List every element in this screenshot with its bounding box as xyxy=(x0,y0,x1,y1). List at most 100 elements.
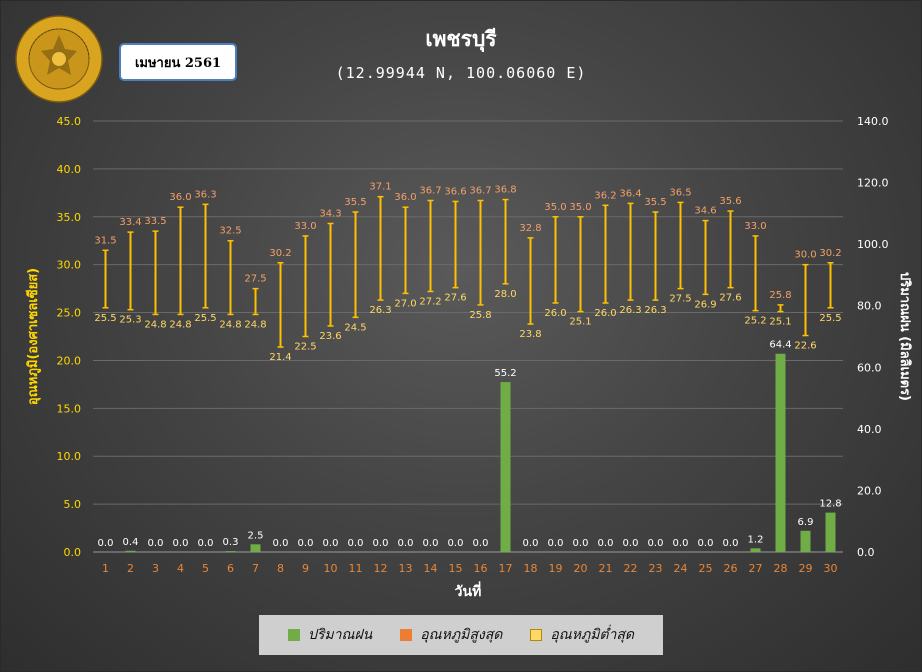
min-temp-data-label: 23.8 xyxy=(519,329,541,340)
rain-data-label: 0.0 xyxy=(373,538,389,549)
min-temp-data-label: 25.8 xyxy=(469,310,491,321)
min-temp-data-label: 26.3 xyxy=(644,305,666,316)
month-label: เมษายน 2561 xyxy=(119,43,237,81)
rain-bar xyxy=(250,544,261,552)
y-left-tick-label: 5.0 xyxy=(64,498,82,511)
min-temp-data-label: 25.1 xyxy=(569,317,591,328)
rain-data-label: 0.0 xyxy=(198,538,214,549)
y-left-tick-label: 15.0 xyxy=(57,402,82,415)
min-temp-data-label: 26.3 xyxy=(369,305,391,316)
rain-bar xyxy=(775,353,786,552)
max-temp-data-label: 36.3 xyxy=(194,189,216,200)
max-temp-data-label: 36.7 xyxy=(419,185,441,196)
max-temp-data-label: 31.5 xyxy=(94,235,116,246)
y-left-tick-label: 20.0 xyxy=(57,354,82,367)
x-tick-label: 9 xyxy=(302,562,309,575)
max-temp-data-label: 33.4 xyxy=(119,217,141,228)
x-tick-label: 11 xyxy=(349,562,363,575)
y-right-axis-title: ปริมาณฝน (มิลลิเมตร) xyxy=(897,272,912,401)
legend-label-max-temp: อุณหภูมิสูงสุด xyxy=(420,627,503,643)
x-tick-label: 13 xyxy=(399,562,413,575)
rain-data-label: 2.5 xyxy=(248,530,264,541)
y-left-tick-label: 30.0 xyxy=(57,259,82,272)
meteorological-department-logo xyxy=(15,15,103,103)
max-temp-data-label: 33.0 xyxy=(294,221,316,232)
x-tick-label: 26 xyxy=(724,562,738,575)
y-right-tick-label: 0.0 xyxy=(857,546,875,559)
y-left-tick-label: 40.0 xyxy=(57,163,82,176)
min-temp-data-label: 27.0 xyxy=(394,298,416,309)
x-tick-label: 2 xyxy=(127,562,134,575)
rain-data-label: 0.0 xyxy=(398,538,414,549)
max-temp-data-label: 36.6 xyxy=(444,186,466,197)
legend-item-rain: ปริมาณฝน xyxy=(287,624,372,646)
x-tick-label: 10 xyxy=(324,562,338,575)
rain-data-label: 0.0 xyxy=(448,538,464,549)
max-temp-data-label: 33.0 xyxy=(744,221,766,232)
max-temp-data-label: 30.0 xyxy=(794,250,816,261)
rain-data-label: 64.4 xyxy=(769,340,791,351)
x-tick-label: 8 xyxy=(277,562,284,575)
rain-data-label: 12.8 xyxy=(819,499,841,510)
rain-data-label: 0.0 xyxy=(698,538,714,549)
max-temp-data-label: 32.5 xyxy=(219,226,241,237)
min-temp-data-label: 25.2 xyxy=(744,316,766,327)
y-right-tick-label: 100.0 xyxy=(857,238,889,251)
rain-data-label: 0.0 xyxy=(723,538,739,549)
min-temp-data-label: 25.1 xyxy=(769,317,791,328)
x-tick-label: 27 xyxy=(749,562,763,575)
max-temp-data-label: 35.0 xyxy=(544,202,566,213)
rain-data-label: 1.2 xyxy=(748,534,764,545)
x-tick-label: 19 xyxy=(549,562,563,575)
min-temp-data-label: 25.5 xyxy=(194,313,216,324)
max-temp-data-label: 34.6 xyxy=(694,206,716,217)
y-left-tick-label: 0.0 xyxy=(64,546,82,559)
x-tick-label: 23 xyxy=(649,562,663,575)
max-temp-data-label: 30.2 xyxy=(819,248,841,259)
rain-data-label: 0.0 xyxy=(598,538,614,549)
min-temp-data-label: 24.8 xyxy=(169,319,191,330)
min-temp-data-label: 21.4 xyxy=(269,352,291,363)
rain-data-label: 0.0 xyxy=(473,538,489,549)
min-temp-data-label: 24.5 xyxy=(344,322,366,333)
x-tick-label: 4 xyxy=(177,562,184,575)
min-temp-data-label: 22.6 xyxy=(794,341,816,352)
rain-data-label: 0.0 xyxy=(148,538,164,549)
x-tick-label: 15 xyxy=(449,562,463,575)
y-right-tick-label: 40.0 xyxy=(857,423,882,436)
min-temp-data-label: 27.6 xyxy=(444,293,466,304)
max-temp-data-label: 36.0 xyxy=(169,192,191,203)
max-temp-data-label: 35.0 xyxy=(569,202,591,213)
rain-data-label: 0.0 xyxy=(173,538,189,549)
rain-bar xyxy=(800,530,811,552)
rain-data-label: 0.0 xyxy=(648,538,664,549)
y-left-tick-label: 35.0 xyxy=(57,211,82,224)
max-temp-data-label: 32.8 xyxy=(519,223,541,234)
rain-data-label: 0.0 xyxy=(423,538,439,549)
rain-bar xyxy=(500,382,511,552)
y-left-tick-label: 25.0 xyxy=(57,307,82,320)
x-tick-label: 20 xyxy=(574,562,588,575)
x-tick-label: 22 xyxy=(624,562,638,575)
y-right-tick-label: 120.0 xyxy=(857,177,889,190)
x-tick-label: 29 xyxy=(799,562,813,575)
rain-bar xyxy=(225,551,236,552)
rain-bar xyxy=(125,550,136,552)
x-tick-label: 30 xyxy=(824,562,838,575)
min-temp-data-label: 27.2 xyxy=(419,296,441,307)
y-right-tick-label: 60.0 xyxy=(857,361,882,374)
max-temp-data-label: 35.5 xyxy=(344,197,366,208)
rain-data-label: 0.4 xyxy=(123,537,139,548)
max-temp-data-label: 35.6 xyxy=(719,196,741,207)
y-left-tick-label: 10.0 xyxy=(57,450,82,463)
max-temp-data-label: 35.5 xyxy=(644,197,666,208)
max-temp-data-label: 36.2 xyxy=(594,190,616,201)
rain-data-label: 0.0 xyxy=(623,538,639,549)
min-temp-data-label: 25.5 xyxy=(94,313,116,324)
chart-title: เพชรบุรี xyxy=(425,27,497,51)
x-tick-label: 24 xyxy=(674,562,688,575)
max-temp-data-label: 37.1 xyxy=(369,182,391,193)
min-temp-data-label: 27.6 xyxy=(719,293,741,304)
